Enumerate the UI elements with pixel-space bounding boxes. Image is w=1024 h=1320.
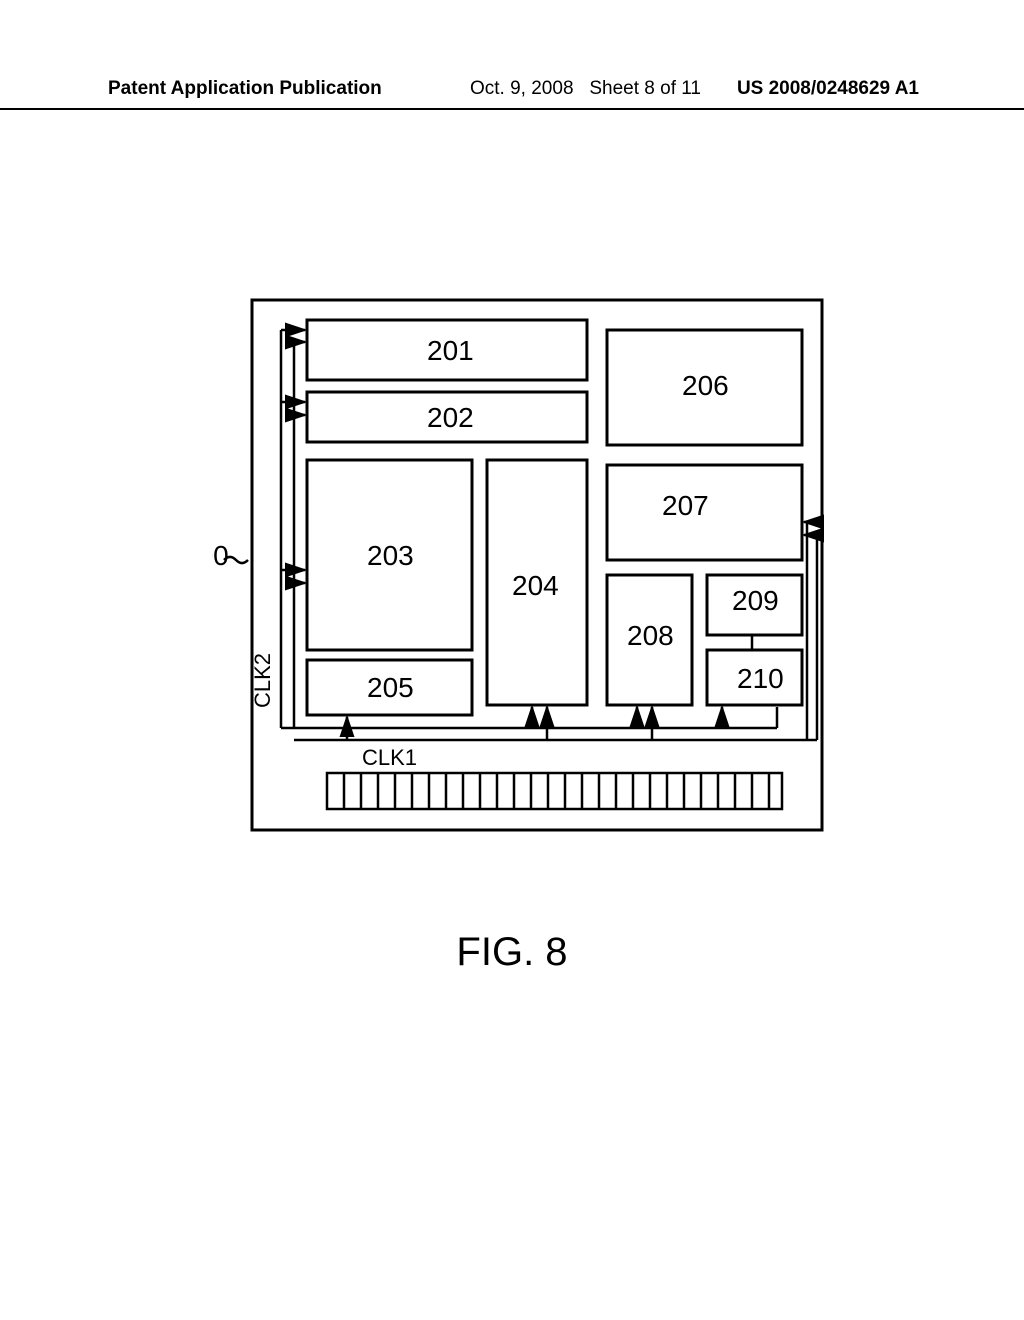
block-206-label: 206	[682, 370, 729, 401]
header-publication: Patent Application Publication	[108, 78, 382, 100]
patent-page: Patent Application Publication Oct. 9, 2…	[0, 0, 1024, 1320]
header-date-sheet: Oct. 9, 2008 Sheet 8 of 11	[470, 78, 701, 100]
block-202-label: 202	[427, 402, 474, 433]
block-210-label: 210	[737, 663, 784, 694]
block-207-label: 207	[662, 490, 709, 521]
header-sheet: Sheet 8 of 11	[589, 78, 701, 99]
header-date: Oct. 9, 2008	[470, 78, 574, 99]
block-205-label: 205	[367, 672, 414, 703]
figure-svg: 200 201 202 206 203 204 207 208	[212, 290, 852, 850]
clk1-label: CLK1	[362, 745, 417, 770]
ref-200-label: 200	[212, 540, 229, 571]
connector-pins	[327, 773, 782, 809]
block-201-label: 201	[427, 335, 474, 366]
block-203-label: 203	[367, 540, 414, 571]
block-208-label: 208	[627, 620, 674, 651]
page-header: Patent Application Publication Oct. 9, 2…	[0, 78, 1024, 110]
block-209-label: 209	[732, 585, 779, 616]
block-204-label: 204	[512, 570, 559, 601]
header-pubno: US 2008/0248629 A1	[737, 78, 919, 100]
figure-8: 200 201 202 206 203 204 207 208	[212, 290, 852, 850]
clk2-label: CLK2	[250, 653, 275, 708]
figure-caption: FIG. 8	[0, 930, 1024, 975]
